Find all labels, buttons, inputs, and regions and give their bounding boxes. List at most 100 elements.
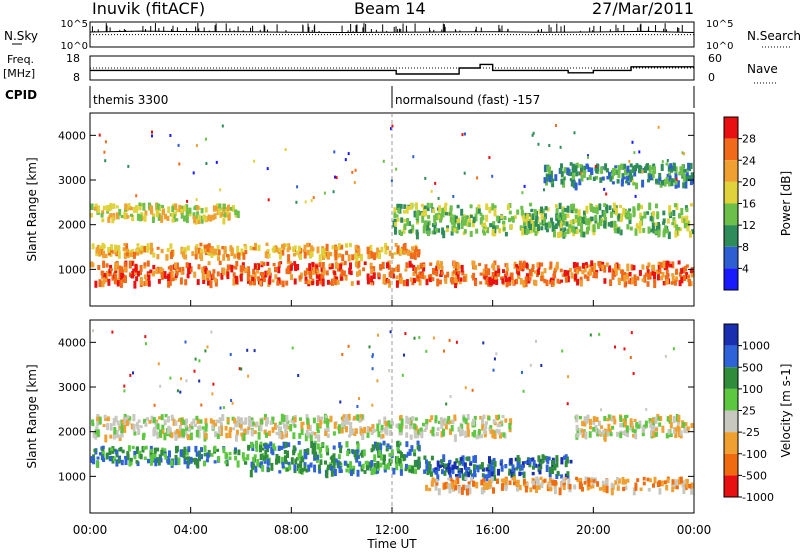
power-cell: [299, 253, 302, 260]
velocity-cell: [213, 445, 217, 452]
power-cell: [108, 204, 112, 209]
velocity-cell: [596, 429, 600, 437]
power-cell: [310, 245, 314, 252]
velocity-cell: [460, 487, 464, 495]
power-colorbar-swatch: [724, 181, 738, 204]
power-cell: [671, 261, 675, 269]
velocity-scatter-cell: [123, 384, 126, 388]
power-cell: [380, 246, 384, 253]
velocity-cell: [334, 458, 338, 463]
velocity-cell: [266, 458, 270, 466]
power-cell: [104, 253, 108, 259]
power-cell: [522, 280, 526, 287]
velocity-cell: [339, 447, 343, 454]
power-cell: [517, 271, 521, 280]
power-cell: [434, 213, 438, 221]
velocity-scatter-cell: [645, 407, 648, 411]
power-cell: [393, 218, 397, 222]
power-cell: [685, 272, 689, 280]
power-cell: [509, 224, 513, 230]
noise-left-label: N.Sky: [4, 29, 38, 43]
power-cell: [481, 223, 485, 227]
power-scatter-cell: [675, 177, 678, 181]
velocity-cell: [669, 414, 672, 421]
cpid-label: CPID: [5, 88, 37, 102]
velocity-cell: [492, 419, 496, 424]
power-cell: [388, 280, 391, 288]
velocity-cell: [368, 461, 372, 469]
power-cell: [156, 203, 160, 210]
power-cell: [454, 276, 458, 284]
power-cell: [145, 245, 149, 253]
velocity-cell: [631, 425, 635, 430]
velocity-cell: [257, 431, 261, 440]
power-cell: [139, 265, 143, 272]
velocity-cell: [160, 449, 164, 456]
velocity-cell: [177, 457, 181, 465]
power-cell: [679, 166, 683, 174]
power-cell: [554, 204, 558, 208]
power-cell: [322, 253, 325, 260]
power-cell: [231, 205, 235, 212]
power-cell: [161, 204, 164, 209]
velocity-cell: [605, 478, 609, 485]
power-cell: [384, 244, 388, 248]
velocity-cell: [622, 430, 626, 436]
power-cell: [369, 262, 373, 269]
power-cell: [671, 222, 675, 226]
power-cell: [358, 254, 362, 258]
velocity-cell: [466, 422, 470, 430]
power-cell: [320, 274, 324, 282]
velocity-cell: [110, 447, 114, 451]
velocity-scatter-cell: [589, 333, 592, 337]
velocity-cell: [481, 473, 485, 478]
velocity-cell: [460, 468, 464, 474]
power-cell: [244, 268, 247, 273]
power-cell: [170, 212, 174, 218]
power-cell: [372, 272, 376, 279]
velocity-cell: [495, 428, 499, 434]
velocity-cell: [437, 464, 440, 471]
velocity-cell: [222, 447, 226, 454]
velocity-cell: [337, 426, 341, 434]
velocity-cell: [671, 479, 675, 487]
power-scatter-cell: [633, 151, 636, 155]
velocity-cell: [455, 474, 458, 478]
velocity-cell: [435, 470, 439, 475]
velocity-cell: [211, 424, 215, 430]
power-cell: [525, 262, 529, 269]
velocity-cell: [449, 477, 453, 482]
velocity-cell: [275, 431, 279, 436]
velocity-cell: [488, 479, 492, 488]
power-cell: [303, 244, 307, 251]
velocity-cell: [224, 452, 228, 459]
power-scatter-cell: [586, 177, 589, 181]
power-cell: [665, 162, 669, 166]
power-cell: [505, 262, 509, 268]
velocity-scatter-cell: [449, 395, 452, 398]
power-cell: [571, 175, 575, 180]
power-cell: [406, 218, 410, 226]
velocity-cell: [363, 470, 367, 474]
velocity-cell: [416, 440, 420, 445]
velocity-cell: [366, 465, 369, 471]
power-cell: [193, 215, 196, 224]
power-cell: [572, 262, 576, 269]
power-cell: [543, 278, 547, 284]
velocity-cell: [553, 486, 557, 495]
velocity-cell: [564, 473, 568, 478]
power-cell: [683, 274, 686, 281]
power-cell: [315, 279, 319, 286]
velocity-cell: [178, 425, 182, 430]
power-cell: [598, 261, 602, 268]
power-scatter-cell: [351, 170, 354, 174]
power-cell: [232, 265, 236, 269]
velocity-scatter-cell: [153, 403, 156, 407]
velocity-cell: [366, 426, 370, 434]
velocity-scatter-cell: [529, 363, 532, 367]
power-cell: [437, 228, 441, 233]
power-cell: [609, 279, 613, 286]
velocity-cell: [142, 446, 146, 450]
power-cell: [216, 245, 220, 251]
power-cell: [356, 271, 359, 277]
